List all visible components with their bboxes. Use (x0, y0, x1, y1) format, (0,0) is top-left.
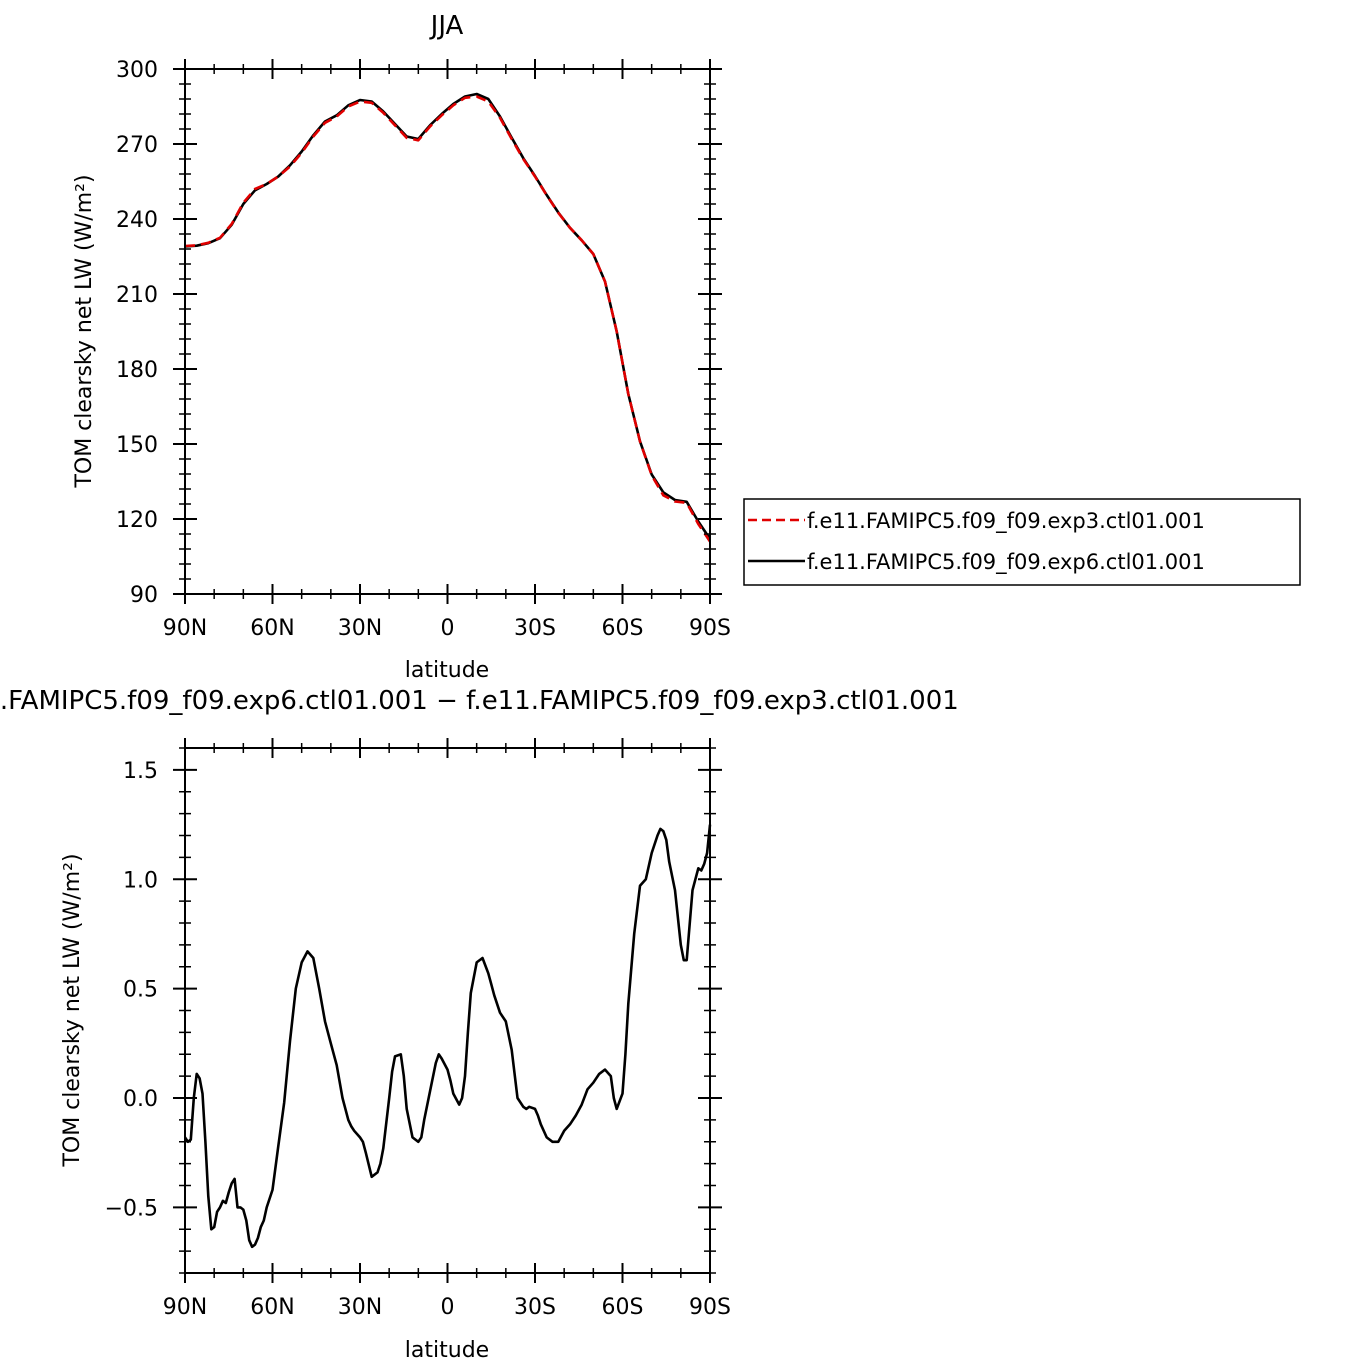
bottom-plot-frame (184, 747, 711, 1274)
y-tick-label: 270 (116, 133, 158, 158)
y-tick-label: 0.0 (123, 1087, 158, 1112)
x-tick-label: 90S (689, 616, 731, 641)
x-tick-label: 60N (250, 616, 294, 641)
bottom-y-axis-title: TOM clearsky net LW (W/m²) (60, 853, 85, 1167)
x-tick-label: 60S (602, 1295, 644, 1320)
y-tick-label: 120 (116, 508, 158, 533)
y-tick-label: 300 (116, 58, 158, 83)
series-line-exp6 (184, 92, 712, 540)
x-tick-label: 30S (514, 616, 556, 641)
bottom-chart-title: f.e11.FAMIPC5.f09_f09.exp6.ctl01.001 − f… (0, 686, 959, 716)
bottom-x-axis-title: latitude (405, 1338, 489, 1363)
series-line-difference (183, 824, 712, 1249)
y-tick-label: 180 (116, 358, 158, 383)
series-line-exp3 (184, 95, 712, 543)
x-tick-label: 30N (338, 616, 382, 641)
y-tick-label: 90 (130, 583, 158, 608)
top-chart-title: JJA (429, 11, 464, 41)
y-tick-label: 240 (116, 208, 158, 233)
x-tick-label: 30N (338, 1295, 382, 1320)
legend-label-exp6: f.e11.FAMIPC5.f09_f09.exp6.ctl01.001 (807, 550, 1205, 575)
x-tick-label: 90N (163, 1295, 207, 1320)
y-tick-label: 150 (116, 433, 158, 458)
x-tick-label: 60S (602, 616, 644, 641)
top-y-axis-title: TOM clearsky net LW (W/m²) (72, 174, 97, 488)
x-tick-label: 90N (163, 616, 207, 641)
x-tick-label: 60N (250, 1295, 294, 1320)
x-tick-label: 0 (441, 1295, 455, 1320)
legend-box (743, 498, 1301, 586)
top-plot-frame (184, 68, 711, 595)
legend: f.e11.FAMIPC5.f09_f09.exp3.ctl01.001 f.e… (743, 498, 1301, 586)
top-panel: JJA 90N 60N 30N 0 30S 60S 90S 90 120 150 180 210 240… (72, 11, 1301, 683)
y-tick-label: 1.0 (123, 868, 158, 893)
x-tick-label: 0 (441, 616, 455, 641)
legend-label-exp3: f.e11.FAMIPC5.f09_f09.exp3.ctl01.001 (807, 509, 1205, 534)
y-tick-label: 210 (116, 283, 158, 308)
x-tick-label: 30S (514, 1295, 556, 1320)
bottom-panel: f.e11.FAMIPC5.f09_f09.exp6.ctl01.001 − f… (0, 686, 959, 1363)
y-tick-label: −0.5 (105, 1196, 158, 1221)
top-x-axis-title: latitude (405, 658, 489, 683)
x-tick-label: 90S (689, 1295, 731, 1320)
y-tick-label: 1.5 (123, 759, 158, 784)
y-tick-label: 0.5 (123, 978, 158, 1003)
